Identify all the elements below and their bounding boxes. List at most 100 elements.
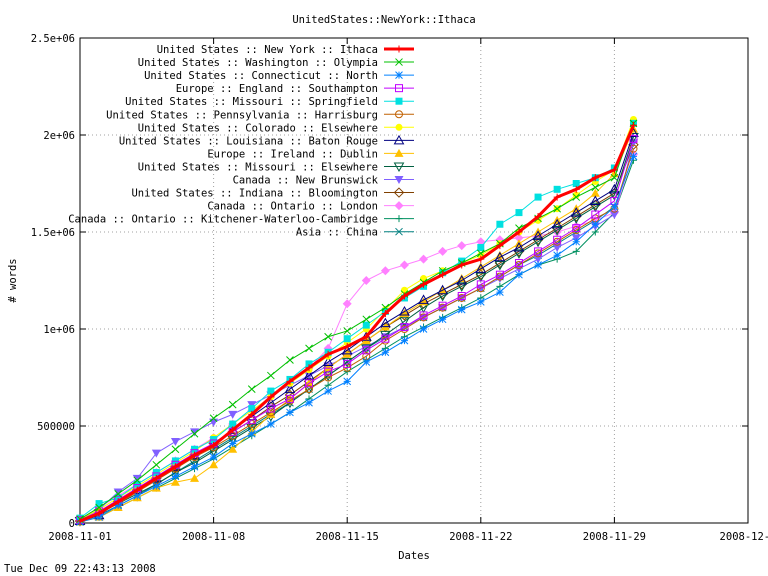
data-point xyxy=(381,309,389,317)
data-point xyxy=(457,241,467,251)
data-point xyxy=(458,257,466,265)
data-point xyxy=(324,350,332,358)
legend-label: United States :: Connecticut :: North xyxy=(144,70,378,82)
y-tick-label: 2.5e+06 xyxy=(31,33,75,45)
legend-marker xyxy=(394,201,404,211)
legend-label: United States :: Missouri :: Elsewhere xyxy=(138,161,378,173)
data-point xyxy=(475,272,487,283)
legend-label: United States :: Colorado :: Elsewhere xyxy=(138,122,378,134)
legend-marker xyxy=(395,58,403,66)
timestamp-footer: Tue Dec 09 22:43:13 2008 xyxy=(4,563,156,575)
data-point xyxy=(610,202,619,211)
data-point xyxy=(458,261,466,269)
data-point xyxy=(209,414,218,423)
data-point xyxy=(229,420,237,428)
data-point xyxy=(495,270,504,279)
data-point xyxy=(189,458,200,469)
data-point xyxy=(228,410,238,419)
data-point xyxy=(209,453,218,461)
data-point xyxy=(591,174,599,182)
data-point xyxy=(572,237,581,246)
data-point xyxy=(572,247,580,255)
data-point xyxy=(133,491,142,500)
data-point xyxy=(515,270,523,279)
series-0 xyxy=(76,121,637,525)
data-point xyxy=(229,426,237,434)
data-point xyxy=(553,193,561,201)
data-point xyxy=(324,373,333,382)
legend-label: United States :: Louisiana :: Baton Roug… xyxy=(119,135,378,147)
data-point xyxy=(419,325,428,333)
data-point xyxy=(400,292,408,300)
legend-marker xyxy=(395,227,403,236)
data-point xyxy=(438,301,447,310)
data-point xyxy=(610,166,618,174)
data-point xyxy=(629,121,637,129)
data-point xyxy=(286,377,294,385)
data-point xyxy=(113,488,123,497)
series-line xyxy=(79,156,634,523)
legend-marker xyxy=(395,110,403,119)
data-point xyxy=(305,398,313,407)
data-point xyxy=(132,474,142,483)
legend-label: Asia :: China xyxy=(296,227,378,239)
data-point xyxy=(248,405,256,413)
data-point xyxy=(362,315,371,324)
data-point xyxy=(324,367,333,376)
data-point xyxy=(456,274,468,285)
data-point xyxy=(400,323,409,332)
data-point xyxy=(437,284,448,295)
data-point xyxy=(572,224,581,233)
legend-marker xyxy=(393,187,405,198)
data-point xyxy=(629,152,638,161)
data-point xyxy=(324,332,332,341)
series-line xyxy=(79,128,634,523)
legend-label: Canada :: Ontario :: London xyxy=(207,201,378,213)
data-point xyxy=(209,418,219,427)
legend-label: Europe :: England :: Southampton xyxy=(176,83,378,95)
y-tick-label: 0 xyxy=(69,518,75,530)
data-point xyxy=(551,218,563,229)
data-point xyxy=(399,260,409,270)
data-point xyxy=(322,356,334,366)
legend-marker xyxy=(393,162,405,172)
data-point xyxy=(209,460,219,469)
data-point xyxy=(513,249,525,259)
data-point xyxy=(513,242,525,252)
data-point xyxy=(477,244,485,252)
data-point xyxy=(534,193,542,201)
legend-label: Europe :: Ireland :: Dublin xyxy=(207,148,378,160)
data-point xyxy=(191,451,199,459)
data-point xyxy=(247,385,256,393)
data-point xyxy=(171,472,180,481)
legend-marker xyxy=(395,123,403,131)
data-point xyxy=(494,260,506,271)
data-point xyxy=(551,226,563,236)
data-point xyxy=(419,254,429,264)
data-point xyxy=(228,400,237,409)
data-point xyxy=(534,247,543,256)
series-lines xyxy=(74,115,639,527)
data-point xyxy=(534,261,542,269)
data-point xyxy=(343,359,352,368)
data-point xyxy=(591,210,600,219)
data-point xyxy=(570,214,582,224)
legend-label: United States :: New York :: Ithaca xyxy=(157,44,378,56)
data-point xyxy=(228,439,237,448)
data-point xyxy=(152,460,161,469)
data-point xyxy=(305,364,313,372)
data-point xyxy=(266,409,276,418)
y-tick-label: 500000 xyxy=(37,421,75,433)
legend-marker xyxy=(395,84,403,93)
data-point xyxy=(362,333,370,341)
data-point xyxy=(362,321,370,329)
data-point xyxy=(323,363,333,372)
data-point xyxy=(133,476,142,485)
data-point xyxy=(438,315,447,324)
data-point xyxy=(420,280,428,288)
data-point xyxy=(610,173,619,182)
data-point xyxy=(266,404,275,413)
data-point xyxy=(303,370,315,380)
data-point xyxy=(247,429,256,438)
